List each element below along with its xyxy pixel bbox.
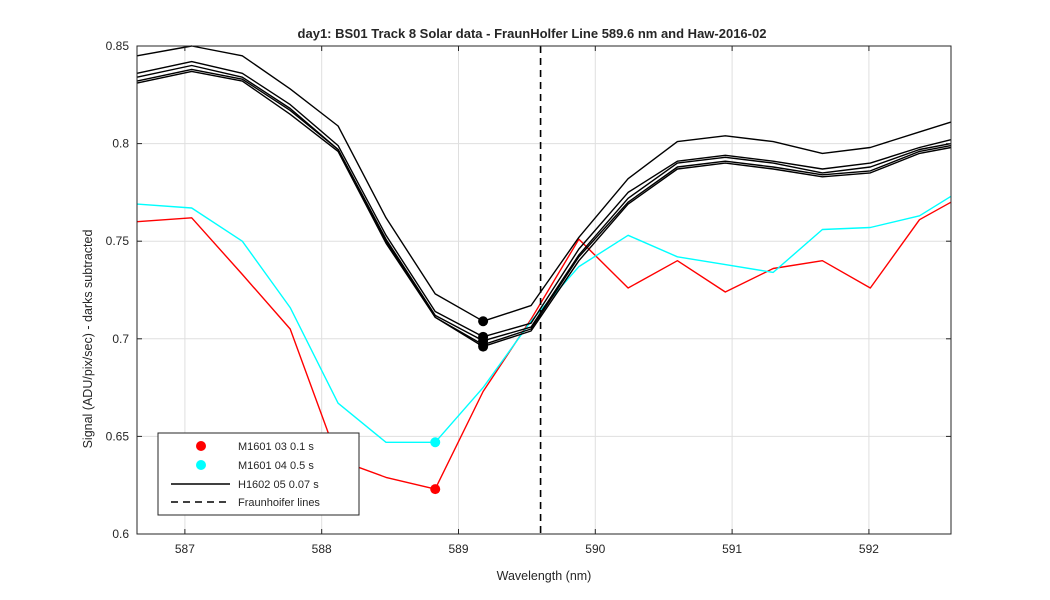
y-tick-label: 0.6 [112,527,129,541]
y-axis-label: Signal (ADU/pix/sec) - darks subtracted [81,230,95,449]
minimum-marker [478,341,489,352]
legend-item: H1602 05 0.07 s [171,479,319,491]
axes-box [136,45,952,535]
y-tick-label: 0.65 [106,429,130,443]
minimum-marker [430,437,441,448]
minimum-marker [430,484,441,495]
series-line [136,64,952,342]
x-tick-label: 591 [722,542,742,556]
plot-area [136,45,952,534]
legend-label: M1601 03 0.1 s [238,441,314,453]
legend-box [157,432,360,516]
x-tick-label: 590 [585,542,605,556]
series-line [136,60,952,338]
legend-item: M1601 03 0.1 s [196,441,314,453]
y-tick-label: 0.85 [106,39,130,53]
series-line [136,68,952,346]
legend-item: Fraunhoifer lines [171,497,320,509]
legend-marker [196,441,206,451]
x-tick-label: 592 [859,542,879,556]
legend-marker [196,460,206,470]
series-line [136,201,952,490]
axis-ticks: 587 588 589 590 591 592 0.6 0.65 0.7 0.75 0.8 0.85 [106,39,951,556]
legend-item: M1601 04 0.5 s [196,460,314,472]
x-tick-label: 587 [175,542,195,556]
legend-label: M1601 04 0.5 s [238,460,314,472]
minimum-marker [478,316,489,327]
legend-label: H1602 05 0.07 s [238,479,319,491]
legend-label: Fraunhoifer lines [238,497,320,509]
y-tick-label: 0.8 [112,137,129,151]
x-tick-label: 589 [448,542,468,556]
chart-title: day1: BS01 Track 8 Solar data - FraunHol… [298,26,767,41]
legend: M1601 03 0.1 s M1601 04 0.5 s H1602 05 0.0… [157,432,360,516]
series-line [136,45,952,322]
y-tick-label: 0.7 [112,332,129,346]
x-tick-label: 588 [312,542,332,556]
series-line [136,70,952,348]
x-axis-label: Wavelength (nm) [497,569,592,583]
y-tick-label: 0.75 [106,234,130,248]
